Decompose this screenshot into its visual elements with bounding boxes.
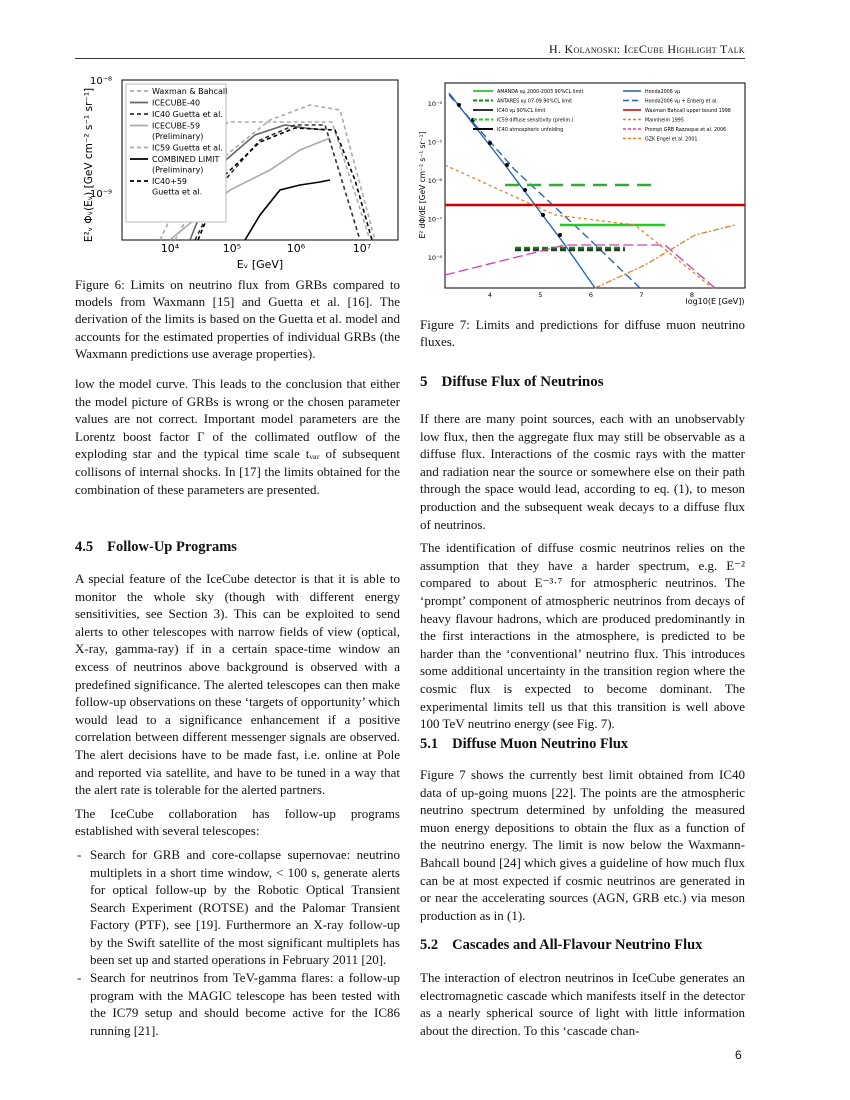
legend: AMANDA νμ 2000-2003 90%CL limit ANTARES ν… [473,89,731,143]
section-number: 5 [420,374,428,390]
left-column: low the model curve. This leads to the c… [75,375,400,498]
left-column-body: A special feature of the IceCube detecto… [75,570,400,1039]
running-title: H. Kolanoski: IceCube Highlight Talk [548,42,745,56]
section-heading: 5.2 Cascades and All-Flavour Neutrino Flu… [420,937,716,954]
x-ticks: 4 5 6 7 8 [488,291,694,299]
legend-label: (Preliminary) [152,166,203,175]
figure-6: Waxman & Bahcall ICECUBE-40 IC40 Guetta et… [83,76,399,271]
x-tick-label: 8 [690,291,694,299]
section-number: 5.1 [420,736,439,752]
section-title: Cascades and All-Flavour Neutrino Flux [452,937,703,953]
right-column: If there are many point sources, each wi… [420,410,745,733]
plot-frame [121,79,399,241]
x-tick-label: 4 [488,291,492,299]
paragraph: Figure 7 shows the currently best limit … [420,767,745,923]
paragraph: If there are many point sources, each wi… [420,411,745,532]
section-title: Diffuse Flux of Neutrinos [441,374,604,390]
x-axis-label: Eᵥ [GeV] [237,258,283,271]
legend-label: Honda2006 νμ [645,89,680,95]
x-tick-label: 10⁷ [353,242,371,255]
section-heading: 5.1 Diffuse Muon Neutrino Flux [420,736,642,753]
legend-label: IC59 diffuse sensitivity (prelim.) [497,118,574,124]
page-number: 6 [735,1048,742,1062]
legend-label: AMANDA νμ 2000-2003 90%CL limit [497,89,584,95]
section-number: 4.5 [75,539,94,555]
paragraph: The identification of diffuse cosmic neu… [420,540,745,732]
figure-6-caption: Figure 6: Limits on neutrino flux from G… [75,276,400,362]
legend-label: Waxman Bahcall upper bound 1998 [645,108,731,114]
legend-label: (Preliminary) [152,132,203,141]
legend-label: Honda2006 νμ + Enberg et al. [645,99,718,105]
legend-label: Waxman & Bahcall [152,87,227,96]
y-tick-label: 10⁻⁹ [90,189,112,200]
section-heading: 4.5 Follow-Up Programs [75,539,251,556]
legend-label: IC40 atmospheric unfolding [497,127,563,133]
right-column-body: The interaction of electron neutrinos in… [420,969,745,1039]
legend-label: Prompt GRB Razzaque et al. 2006 [645,127,726,133]
paragraph: The interaction of electron neutrinos in… [420,970,745,1038]
y-axis-label: E²ᵥ Φᵥ(Eᵥ) [GeV cm⁻² s⁻¹ sr⁻¹] [83,88,95,242]
figure-7: AMANDA νμ 2000-2003 90%CL limit ANTARES ν… [418,82,746,306]
bullet: Search for neutrinos from TeV-gamma flar… [75,969,400,1039]
right-column-body: Figure 7 shows the currently best limit … [420,766,745,924]
legend-label: COMBINED LIMIT [152,155,219,164]
paragraph: A special feature of the IceCube detecto… [75,571,400,798]
caption: Figure 6: Limits on neutrino flux from G… [75,277,400,361]
section-title: Follow-Up Programs [107,539,237,555]
legend-box [125,83,227,223]
legend: Waxman & Bahcall ICECUBE-40 IC40 Guetta et… [130,87,227,197]
legend-label: Mannheim 1995 [645,118,684,124]
y-tick-label: 10⁻⁴ [428,100,443,108]
y-tick-label: 10⁻⁸ [428,254,443,262]
y-ticks: 10⁻⁴ 10⁻⁵ 10⁻⁶ 10⁻⁷ 10⁻⁸ [428,100,443,262]
section-heading: 5 Diffuse Flux of Neutrinos [420,374,618,391]
header-rule [75,58,745,59]
x-tick-label: 7 [639,291,643,299]
data-points [457,103,562,237]
legend-label: GZK Engel et al. 2001 [645,137,698,143]
x-tick-label: 10⁶ [287,242,306,255]
legend-label: ANTARES νμ 07-09 90%CL limit [497,99,572,105]
legend-label: IC59 Guetta et al. [152,144,223,153]
legend-label: IC40+59 [152,177,187,186]
bullet-list: Search for GRB and core-collapse superno… [75,846,400,1040]
section-title: Diffuse Muon Neutrino Flux [452,736,629,752]
y-axis-label: E² dΦ/dE [GeV cm⁻² s⁻¹ sr⁻¹] [418,131,427,238]
y-tick-label: 10⁻⁶ [428,177,443,185]
legend-label: IC40 νμ 90%CL limit [497,108,546,114]
bullet: Search for GRB and core-collapse superno… [75,846,400,969]
legend-label: Guetta et al. [152,188,202,197]
caption: Figure 7: Limits and predictions for dif… [420,317,745,350]
legend-label: IC40 Guetta et al. [152,110,223,119]
y-tick-label: 10⁻⁵ [428,139,443,147]
legend-label: ICECUBE-59 [152,122,200,131]
paragraph: The IceCube collaboration has follow-up … [75,805,400,839]
paragraph: low the model curve. This leads to the c… [75,376,400,497]
y-tick-label: 10⁻⁷ [428,216,443,224]
y-tick-label: 10⁻⁸ [90,76,112,87]
x-tick-label: 6 [589,291,593,299]
x-tick-label: 5 [538,291,542,299]
curves [444,92,745,291]
figure-7-caption: Figure 7: Limits and predictions for dif… [420,316,745,350]
x-axis-label: log10(E [GeV]) [685,297,744,306]
section-number: 5.2 [420,937,439,953]
x-tick-label: 10⁴ [161,242,180,255]
x-tick-label: 10⁵ [223,242,241,255]
legend-label: ICECUBE-40 [152,99,200,108]
